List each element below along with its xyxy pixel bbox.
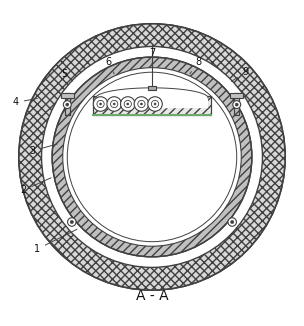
Circle shape [67, 218, 76, 226]
Circle shape [151, 100, 159, 108]
Circle shape [111, 100, 118, 108]
Bar [65, 94, 70, 114]
Text: 4: 4 [13, 97, 37, 108]
Text: 8: 8 [190, 57, 202, 74]
Circle shape [97, 100, 104, 108]
Circle shape [93, 97, 108, 111]
Circle shape [140, 103, 143, 105]
Circle shape [52, 57, 252, 257]
Circle shape [99, 103, 102, 105]
Text: A - A: A - A [136, 289, 168, 303]
Circle shape [228, 218, 237, 226]
Circle shape [134, 97, 149, 111]
Text: 3: 3 [29, 144, 57, 156]
Text: 5: 5 [61, 69, 73, 81]
Text: 1: 1 [34, 229, 77, 254]
Circle shape [113, 103, 115, 105]
Circle shape [124, 100, 131, 108]
Bar [60, 94, 74, 97]
Text: 7: 7 [149, 48, 155, 65]
Text: 6: 6 [105, 57, 114, 74]
Bar [230, 94, 244, 97]
Bar [93, 96, 211, 114]
Circle shape [66, 103, 69, 106]
Circle shape [42, 47, 262, 267]
Bar [148, 85, 156, 90]
Bar [93, 96, 211, 114]
Circle shape [19, 24, 285, 290]
Text: 9: 9 [232, 67, 249, 81]
Circle shape [233, 101, 241, 109]
Circle shape [63, 101, 71, 109]
Circle shape [127, 103, 129, 105]
Circle shape [138, 100, 145, 108]
Circle shape [70, 220, 74, 224]
Circle shape [148, 97, 162, 111]
Bar [234, 94, 239, 114]
Bar [234, 94, 239, 114]
Circle shape [120, 97, 135, 111]
Circle shape [154, 103, 156, 105]
Circle shape [19, 24, 285, 290]
Circle shape [107, 97, 121, 111]
Circle shape [230, 220, 234, 224]
Text: 2: 2 [20, 178, 51, 195]
Circle shape [67, 72, 237, 242]
Circle shape [235, 103, 238, 106]
Circle shape [63, 68, 241, 246]
Bar [65, 94, 70, 114]
